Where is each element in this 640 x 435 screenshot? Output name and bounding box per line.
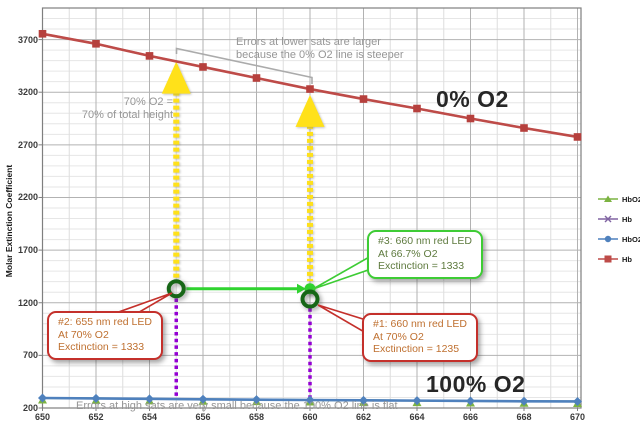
legend-label: Hb	[622, 214, 632, 224]
x-swatch-icon	[598, 215, 618, 223]
y-tick-label: 200	[22, 403, 38, 413]
marker-diamond	[252, 395, 261, 405]
marker-square	[38, 29, 47, 38]
square-swatch-icon	[598, 255, 618, 263]
legend-item-hbo2: HbO2	[597, 229, 640, 249]
x-tick-label: 668	[516, 412, 532, 422]
marker-square	[359, 95, 368, 103]
callout-3: #3: 660 nm red LED At 66.7% O2 Exctincti…	[367, 230, 483, 279]
marker-square	[92, 39, 100, 48]
marker-diamond	[359, 395, 368, 405]
legend-marker	[604, 215, 612, 223]
marker-diamond	[466, 396, 475, 406]
x-tick-label: 670	[569, 412, 586, 422]
x-tick-label: 664	[409, 412, 425, 422]
marker-square	[466, 114, 475, 123]
note-70-percent: 70% O2 = 70% of total height	[81, 96, 173, 121]
yellow-arrow-head	[295, 94, 325, 127]
x-tick-label: 658	[248, 412, 265, 422]
plot-border	[41, 7, 582, 409]
marker-diamond	[519, 396, 529, 406]
callout-1-tail	[317, 304, 367, 335]
ring-marker	[300, 289, 320, 309]
marker-square	[306, 85, 314, 93]
y-tick-label: 1200	[17, 297, 38, 308]
legend-marker	[604, 255, 612, 263]
x-tick-label: 662	[355, 412, 372, 422]
y-tick-label: 2700	[17, 139, 38, 150]
marker-square	[252, 74, 261, 82]
y-tick-label: 3700	[17, 34, 38, 45]
steepness-bracket	[175, 47, 313, 84]
legend-label: HbO2	[622, 194, 640, 204]
marker-square	[199, 63, 207, 71]
y-axis-title: Molar Extinction Coefficient	[4, 164, 14, 278]
marker-square	[145, 52, 154, 60]
marker-square	[413, 104, 421, 113]
label-0-percent-o2: 0% O2	[436, 86, 509, 112]
marker-diamond	[198, 394, 208, 404]
x-tick-label: 666	[462, 412, 479, 422]
marker-diamond	[145, 394, 154, 404]
x-tick-label: 650	[34, 412, 51, 422]
legend: HbO2 Hb HbO2 Hb	[597, 189, 640, 269]
y-tick-label: 700	[22, 350, 38, 361]
marker-diamond	[573, 396, 582, 406]
marker-square	[573, 133, 582, 141]
marker-square	[520, 124, 528, 132]
marker-diamond	[305, 395, 315, 405]
y-tick-label: 3200	[17, 87, 38, 98]
legend-marker	[604, 195, 612, 202]
note-high-sats: Errors at high sats are very small becau…	[76, 400, 398, 412]
legend-label: HbO2	[622, 234, 640, 244]
yellow-arrow-head	[161, 61, 191, 94]
legend-item-hb: Hb	[597, 209, 640, 229]
x-tick-label: 654	[141, 412, 158, 422]
x-tick-label: 660	[302, 412, 318, 422]
x-tick-label: 652	[88, 412, 104, 422]
marker-diamond	[38, 393, 47, 403]
callout-1: #1: 660 nm red LED At 70% O2 Exctinction…	[362, 313, 478, 362]
note-lower-sats: Errors at lower sats are larger because …	[236, 36, 404, 61]
legend-label: Hb	[622, 254, 632, 264]
callout-2: #2: 655 nm red LED At 70% O2 Exctinction…	[47, 311, 163, 360]
legend-marker	[604, 235, 612, 243]
y-tick-label: 2200	[17, 192, 38, 203]
triangle-swatch-icon	[598, 195, 618, 202]
green-arrow-head	[297, 283, 306, 294]
legend-item-hbo2: HbO2	[597, 189, 640, 209]
x-tick-label: 656	[195, 412, 211, 422]
ring-marker	[166, 279, 186, 299]
legend-item-hb: Hb	[597, 249, 640, 269]
marker-diamond	[412, 396, 422, 406]
diamond-swatch-icon	[598, 235, 618, 243]
label-100-percent-o2: 100% O2	[426, 371, 526, 397]
marker-diamond	[91, 393, 101, 403]
y-tick-label: 1700	[17, 245, 38, 256]
